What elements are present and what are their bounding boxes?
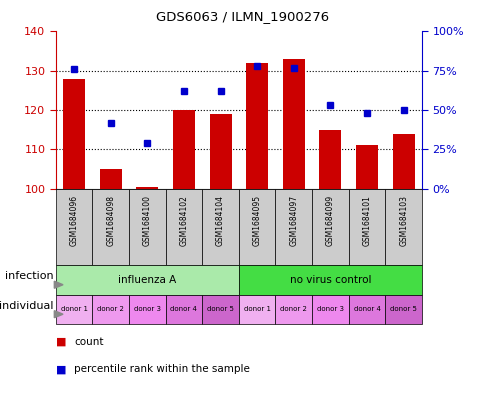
Bar — [92, 295, 129, 324]
Text: donor 3: donor 3 — [134, 307, 161, 312]
Bar — [312, 189, 348, 265]
Bar — [63, 79, 85, 189]
Bar — [282, 59, 304, 189]
Text: GSM1684104: GSM1684104 — [215, 195, 225, 246]
Text: GSM1684096: GSM1684096 — [69, 195, 78, 246]
Bar — [56, 265, 239, 295]
Bar — [129, 295, 166, 324]
Text: GSM1684095: GSM1684095 — [252, 195, 261, 246]
Bar — [348, 295, 385, 324]
Text: ■: ■ — [56, 364, 66, 375]
Text: donor 2: donor 2 — [280, 307, 306, 312]
Bar — [355, 145, 377, 189]
Text: GSM1684102: GSM1684102 — [179, 195, 188, 246]
Text: donor 5: donor 5 — [390, 307, 416, 312]
Bar — [239, 295, 275, 324]
Bar — [166, 189, 202, 265]
Bar — [312, 295, 348, 324]
Bar — [209, 114, 231, 189]
Text: GSM1684101: GSM1684101 — [362, 195, 371, 246]
Text: GDS6063 / ILMN_1900276: GDS6063 / ILMN_1900276 — [156, 10, 328, 23]
Text: donor 5: donor 5 — [207, 307, 233, 312]
Text: GSM1684100: GSM1684100 — [142, 195, 151, 246]
Text: no virus control: no virus control — [289, 275, 370, 285]
Bar — [275, 295, 312, 324]
Bar — [246, 63, 268, 189]
Bar — [202, 295, 239, 324]
Bar — [392, 134, 414, 189]
Bar — [202, 189, 239, 265]
Text: GSM1684098: GSM1684098 — [106, 195, 115, 246]
Text: influenza A: influenza A — [118, 275, 176, 285]
Text: donor 3: donor 3 — [316, 307, 343, 312]
Bar — [275, 189, 312, 265]
Bar — [129, 189, 166, 265]
Text: donor 1: donor 1 — [60, 307, 88, 312]
Text: donor 4: donor 4 — [353, 307, 379, 312]
Text: donor 1: donor 1 — [243, 307, 270, 312]
Text: GSM1684097: GSM1684097 — [288, 195, 298, 246]
Text: donor 2: donor 2 — [97, 307, 124, 312]
Bar — [348, 189, 385, 265]
Bar — [384, 295, 421, 324]
Text: ■: ■ — [56, 337, 66, 347]
Bar — [136, 187, 158, 189]
Bar — [56, 189, 92, 265]
Bar — [92, 189, 129, 265]
Bar — [56, 295, 92, 324]
Bar — [239, 189, 275, 265]
Bar — [166, 295, 202, 324]
Bar — [384, 189, 421, 265]
Text: infection: infection — [5, 271, 53, 281]
Text: GSM1684103: GSM1684103 — [398, 195, 408, 246]
Bar — [173, 110, 195, 189]
Bar — [239, 265, 421, 295]
Bar — [100, 169, 121, 189]
Text: count: count — [74, 337, 104, 347]
Text: individual: individual — [0, 301, 53, 310]
Text: GSM1684099: GSM1684099 — [325, 195, 334, 246]
Text: donor 4: donor 4 — [170, 307, 197, 312]
Text: percentile rank within the sample: percentile rank within the sample — [74, 364, 250, 375]
Bar — [319, 130, 341, 189]
